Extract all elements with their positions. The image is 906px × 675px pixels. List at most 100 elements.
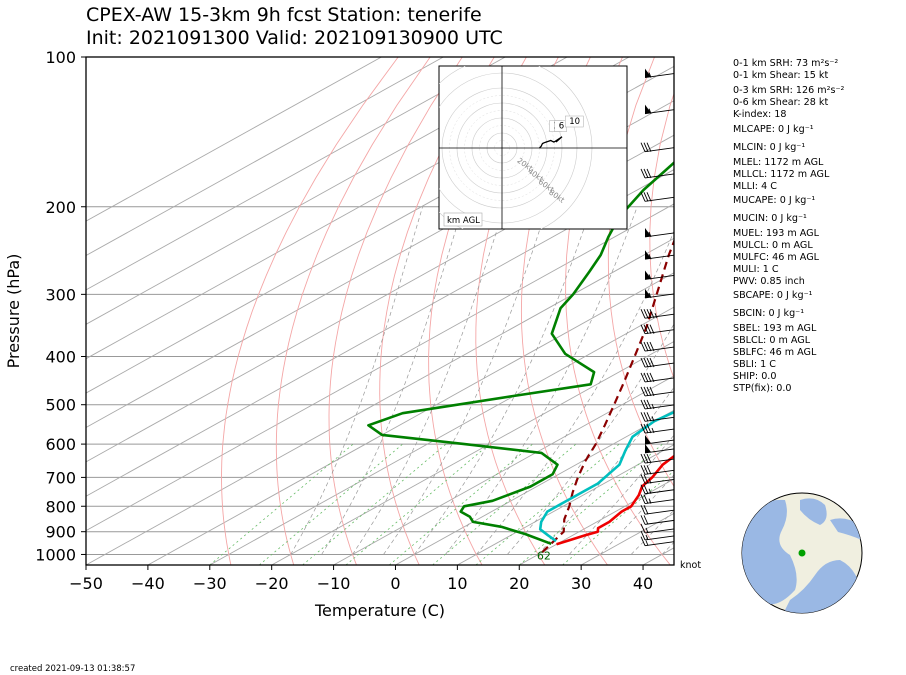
mixing-ratio-line: [209, 443, 354, 565]
wind-barb: [640, 494, 675, 504]
isotherm: [86, 57, 382, 222]
chart-subtitle: Init: 2021091300 Valid: 202109130900 UTC: [86, 27, 503, 49]
barb-half: [651, 416, 655, 422]
wind-barb: [640, 372, 675, 383]
barb-full: [640, 357, 646, 368]
index-line: SBLCL: 0 m AGL: [733, 335, 811, 346]
chart-title: CPEX-AW 15-3km 9h fcst Station: tenerife: [86, 4, 482, 26]
barb-half: [648, 478, 652, 484]
barb-full: [643, 142, 649, 152]
index-line: MLCIN: 0 J kg⁻¹: [733, 142, 806, 153]
barb-staff: [644, 346, 675, 352]
x-tick-label: 20: [509, 574, 529, 593]
station-marker: [798, 549, 806, 557]
wind-barb: [640, 357, 675, 368]
barb-flag: [645, 250, 651, 260]
wind-barb: [640, 465, 675, 475]
x-tick-label: −30: [193, 574, 227, 593]
dry-adiabat: [275, 57, 431, 565]
index-line: 0-6 km Shear: 28 kt: [733, 97, 829, 108]
x-tick-label: 0: [390, 574, 400, 593]
wind-barb: [640, 168, 675, 179]
x-tick-label: 40: [633, 574, 653, 593]
wind-barb: [644, 227, 675, 238]
index-line: MULI: 1 C: [733, 264, 779, 275]
isotherm: [86, 57, 444, 257]
mixing-ratio-line: [389, 443, 533, 565]
index-line: SBLFC: 46 m AGL: [733, 347, 817, 358]
barb-half: [648, 292, 652, 299]
barb-full: [646, 372, 652, 383]
index-line: MULCL: 0 m AGL: [733, 240, 813, 251]
dewpoint-green-line: [367, 160, 674, 546]
barb-half: [648, 72, 652, 78]
barb-full: [640, 484, 646, 494]
barb-full: [643, 357, 649, 368]
index-line: MUCAPE: 0 J kg⁻¹: [733, 195, 816, 206]
barb-flag: [645, 443, 651, 453]
barb-staff: [644, 528, 675, 534]
wind-barb: [640, 536, 675, 547]
barb-full: [640, 474, 646, 484]
barb-staff: [644, 377, 675, 383]
hodo-height-box: [565, 115, 584, 128]
x-tick-label: −10: [317, 574, 351, 593]
index-line: MLLI: 4 C: [733, 181, 777, 192]
isotherm: [86, 169, 674, 497]
wind-barb: [640, 341, 675, 352]
index-line: MUCIN: 0 J kg⁻¹: [733, 213, 807, 224]
barb-full: [643, 494, 649, 504]
barb-full: [649, 357, 655, 368]
barb-full: [640, 324, 646, 334]
wind-barb: [644, 104, 675, 115]
barb-flag: [645, 68, 651, 78]
barb-staff: [644, 499, 675, 504]
barb-staff: [644, 196, 675, 202]
index-line: SBCAPE: 0 J kg⁻¹: [733, 290, 813, 301]
barb-full: [643, 168, 649, 179]
barb-full: [640, 453, 646, 464]
mixing-ratio-line: [259, 443, 403, 565]
barb-half: [654, 313, 658, 319]
annotation-62: 62: [537, 550, 551, 563]
barb-full: [640, 523, 646, 534]
barb-full: [640, 341, 646, 352]
profile-series: [367, 160, 674, 554]
barb-full: [643, 465, 649, 475]
barb-full: [649, 341, 655, 352]
barb-half: [648, 274, 652, 280]
y-axis-label: Pressure (hPa): [4, 254, 23, 369]
isotherm: [86, 57, 506, 291]
isotherm: [86, 57, 568, 325]
axis-ticks: −50 −40 −30 −20 −10 0 10 20 30 40 100 200 300 400 500 6…: [35, 48, 653, 593]
barb-half: [651, 427, 655, 434]
mixing-ratio-line: [432, 443, 577, 565]
hodograph-label: km AGL: [447, 216, 480, 226]
dry-adiabat: [520, 57, 608, 565]
barb-staff: [644, 147, 675, 153]
wind-barb: [644, 288, 675, 299]
wind-barb: [640, 530, 675, 541]
barb-flag: [645, 435, 651, 445]
index-line: PWV: 0.85 inch: [733, 276, 805, 287]
moist-adiabat: [414, 206, 592, 555]
barb-full: [643, 324, 649, 334]
x-tick-label: −40: [131, 574, 165, 593]
y-tick-label: 800: [45, 497, 76, 516]
station-globe: [741, 492, 863, 614]
hodo-height-label: 6: [559, 122, 564, 132]
wind-barb: [644, 435, 675, 445]
dry-adiabat: [607, 57, 674, 488]
barb-full: [649, 386, 655, 397]
barb-full: [649, 372, 655, 383]
barb-full: [640, 465, 646, 475]
dry-adiabat: [840, 57, 906, 565]
dewpoint-line: [538, 410, 674, 543]
index-line: SBLI: 1 C: [733, 359, 776, 370]
barb-full: [649, 324, 655, 334]
wind-unit-label: knot: [680, 560, 702, 571]
dry-adiabat: [221, 57, 399, 565]
globe-ocean: [830, 518, 862, 540]
moist-adiabat: [383, 206, 548, 555]
moist-adiabat: [630, 509, 674, 555]
